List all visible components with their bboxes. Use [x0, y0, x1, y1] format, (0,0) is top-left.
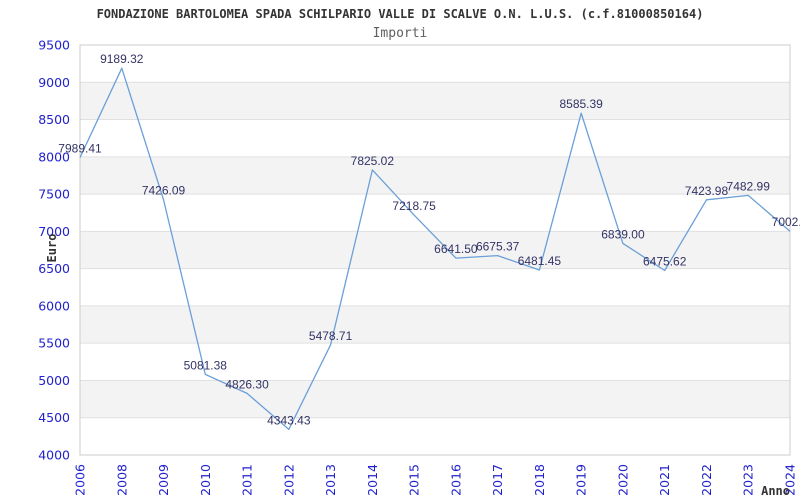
y-tick-label: 4500 — [38, 410, 70, 425]
value-label: 7482.99 — [727, 179, 771, 193]
y-tick-label: 5500 — [38, 336, 70, 351]
value-label: 5081.38 — [184, 358, 228, 372]
value-label: 8585.39 — [559, 97, 603, 111]
y-tick-label: 5000 — [38, 373, 70, 388]
value-label: 7423.98 — [685, 184, 729, 198]
value-label: 6641.50 — [434, 242, 478, 256]
x-tick-label: 2016 — [448, 464, 463, 496]
value-label: 7002.2 — [772, 215, 800, 229]
value-labels: 7989.41 9189.32 7426.09 5081.38 4826.30 4343.… — [58, 52, 800, 427]
x-tick-label: 2018 — [532, 464, 547, 496]
y-tick-label: 6000 — [38, 298, 70, 313]
x-tick-label: 2024 — [783, 464, 798, 496]
chart-subtitle: Importi — [372, 26, 428, 41]
x-tick-label: 2015 — [407, 464, 422, 496]
value-label: 6675.37 — [476, 240, 520, 254]
plot-bands — [80, 82, 790, 418]
value-label: 9189.32 — [100, 52, 144, 66]
y-tick-label: 8500 — [38, 112, 70, 127]
value-label: 7825.02 — [351, 154, 395, 168]
value-label: 6839.00 — [601, 227, 645, 241]
plot-band — [80, 380, 790, 418]
value-label: 6481.45 — [518, 254, 562, 268]
series-line — [79, 67, 791, 431]
y-axis-title: Euro — [45, 234, 59, 263]
x-tick-label: 2008 — [114, 464, 129, 496]
x-tick-label: 2011 — [240, 464, 255, 496]
plot-border — [79, 44, 791, 456]
x-tick-label: 2020 — [615, 464, 630, 496]
x-tick-label: 2010 — [198, 464, 213, 496]
x-tick-label: 2012 — [281, 464, 296, 496]
value-label: 7218.75 — [392, 199, 436, 213]
x-axis-tick-labels: 2006 2008 2009 2010 2011 2012 2013 2014 2015 2016… — [73, 464, 798, 496]
chart-title: FONDAZIONE BARTOLOMEA SPADA SCHILPARIO V… — [96, 7, 704, 21]
data-series-line — [79, 67, 791, 431]
x-tick-label: 2013 — [323, 464, 338, 496]
plot-band — [80, 82, 790, 120]
y-axis-tick-labels: 4000 4500 5000 5500 6000 6500 7000 7500 8000 8500… — [38, 38, 70, 463]
x-tick-label: 2006 — [73, 464, 88, 496]
value-label: 6475.62 — [643, 254, 687, 268]
y-tick-label: 6500 — [38, 261, 70, 276]
x-tick-label: 2014 — [365, 464, 380, 496]
x-tick-label: 2009 — [156, 464, 171, 496]
y-tick-label: 8000 — [38, 149, 70, 164]
y-tick-label: 9500 — [38, 38, 70, 53]
x-tick-label: 2019 — [574, 464, 589, 496]
value-label: 7426.09 — [142, 184, 186, 198]
plot-band — [80, 305, 790, 344]
value-label: 7989.41 — [58, 142, 102, 156]
value-label: 5478.71 — [309, 329, 353, 343]
plot-band — [80, 156, 790, 195]
y-tick-label: 7500 — [38, 187, 70, 202]
plot-band — [80, 231, 790, 269]
x-tick-label: 2023 — [741, 464, 756, 496]
y-tick-label: 7000 — [38, 224, 70, 239]
y-tick-label: 9000 — [38, 75, 70, 90]
x-tick-label: 2022 — [699, 464, 714, 496]
x-tick-label: 2021 — [657, 464, 672, 496]
value-label: 4343.43 — [267, 413, 311, 427]
x-axis-title: Anno — [761, 484, 790, 498]
x-tick-label: 2017 — [490, 464, 505, 496]
y-tick-label: 4000 — [38, 448, 70, 463]
value-label: 4826.30 — [225, 377, 269, 391]
